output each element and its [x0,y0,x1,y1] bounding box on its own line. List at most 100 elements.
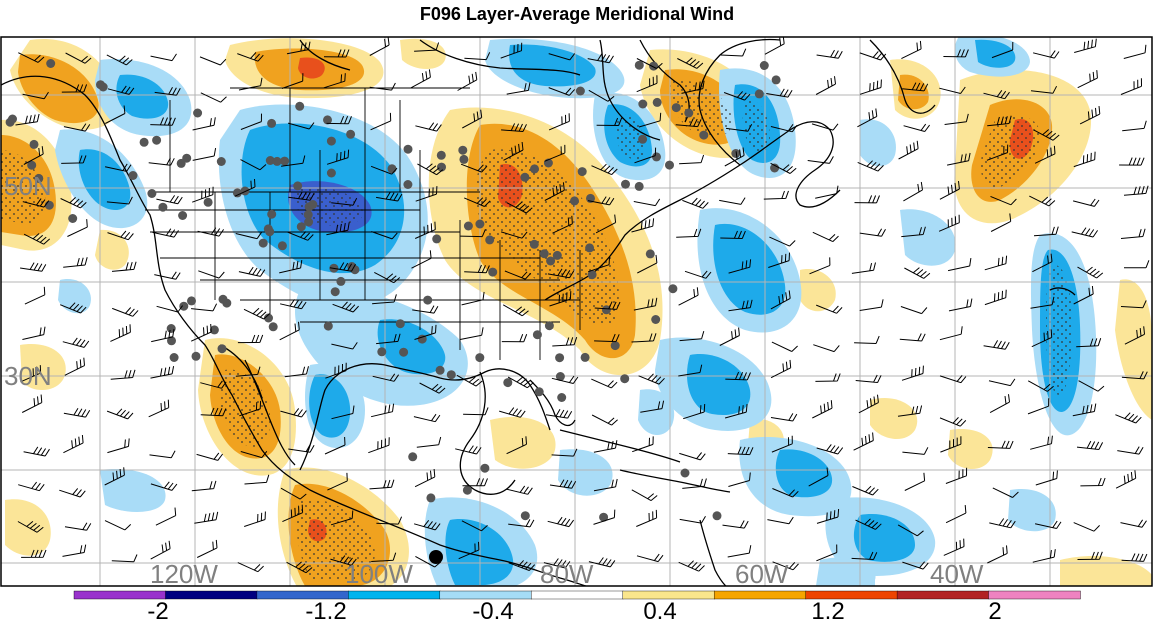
wind-barb [323,49,350,58]
wind-barb [240,450,268,459]
wind-barb [939,374,967,384]
wind-barb [809,257,831,275]
wind-barb [200,407,227,417]
station-dot [426,493,436,503]
wind-barb [414,42,440,52]
wind-barb [947,258,972,272]
wind-barb [989,518,1016,529]
wind-barb [461,520,488,532]
station-dot [570,196,579,206]
wind-barb [548,113,570,131]
wind-barb [106,54,133,66]
storm-center-dot [429,550,443,564]
station-dot [179,301,189,311]
station-dot [671,103,681,113]
station-dot [326,136,336,146]
station-dot [304,217,314,227]
wind-barb [21,549,47,558]
wind-barb [506,82,531,95]
station-dot [293,181,303,191]
station-dot [295,101,305,111]
wind-barb [235,366,261,377]
wind-barb [551,448,578,457]
wind-barb [640,400,665,413]
wind-barb [588,89,615,102]
station-dot [620,374,630,384]
wind-barb [1076,338,1102,348]
wind-barb [815,185,839,199]
station-dot [645,249,655,259]
wind-barb [1077,551,1103,560]
wind-barb [984,255,1008,271]
lat-lon-grid [1,37,1152,586]
station-dot [217,344,227,354]
colorbar-label-2: 2 [988,598,1001,622]
wind-barb [857,160,884,172]
wind-barb [508,519,535,528]
wind-barb [679,515,706,524]
station-dot [147,189,157,198]
wind-barb [1124,326,1145,345]
station-dot [395,319,405,329]
wind-barb [771,435,793,453]
station-dot [346,129,356,139]
wind-barb [110,324,131,342]
wind-barb [104,163,132,172]
wind-barb [331,342,358,350]
lon-label-40w: 40W [930,559,984,589]
wind-barb [904,472,926,491]
wind-barb [596,117,623,126]
wind-barb [414,324,437,340]
wind-barb [1029,195,1056,207]
wind-barb [62,544,87,557]
station-markers [5,59,781,522]
wind-barb [237,52,264,62]
wind-barb [763,190,789,200]
wind-barb [370,165,398,175]
wind-barb [324,436,346,455]
wind-barb [1031,329,1053,348]
station-dot [169,353,179,362]
station-dot [264,313,273,323]
wind-barb [770,124,798,133]
wind-barb [279,260,303,274]
wind-barb [455,445,482,455]
wind-barb [156,305,184,313]
wind-barb [768,252,790,268]
wind-barb [632,436,654,453]
station-dot [403,144,413,154]
wind-barb [374,271,401,284]
wind-barb [413,413,441,423]
wind-barb [331,197,358,206]
station-dot [193,108,203,118]
station-dot [128,171,138,180]
station-dot [638,99,648,109]
wind-barb [502,304,529,317]
wind-barb [63,407,91,418]
wind-barb [1032,253,1053,273]
station-dot [462,485,472,495]
lat-label-50n: 50N [4,171,52,201]
wind-barb [636,553,664,563]
wind-barb [770,162,797,174]
wind-barb [106,196,133,205]
wind-barb [547,516,575,528]
colorbar-labels: -2 -1.2 -0.4 0.4 1.2 2 [147,598,1001,622]
wind-barb [64,522,92,531]
wind-barb [329,262,356,272]
wind-barb [903,181,923,202]
wind-barb [148,399,170,418]
wind-barb [812,231,839,243]
wind-barb [150,53,177,62]
wind-barb [196,452,223,461]
station-dot [5,117,15,127]
wind-barb [552,215,573,234]
wind-barb [372,294,397,305]
wind-barb [678,364,703,377]
station-dot [665,160,674,170]
wind-barb [548,87,575,96]
wind-barb [983,90,1010,100]
wind-barb [769,236,796,247]
station-dot [731,149,741,158]
station-dot [347,262,357,271]
